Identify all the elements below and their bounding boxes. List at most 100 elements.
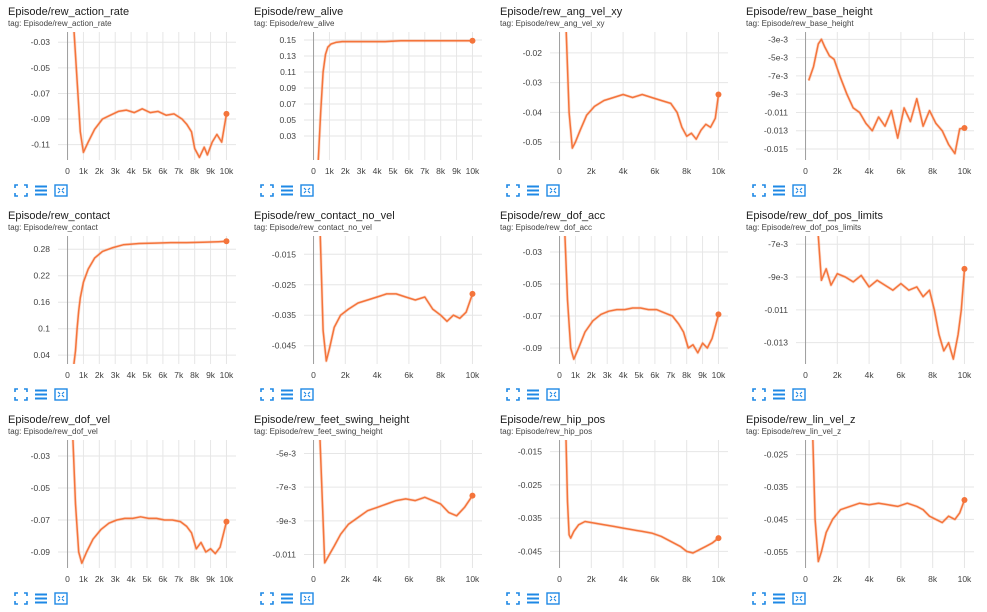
y-tick-label: -0.045 — [764, 514, 788, 524]
x-tick-label: 6k — [404, 370, 414, 380]
chart-plot[interactable]: -0.03 -0.05 -0.07 -0.09 0 1k 2k 3k 4k 5k 6k 7k 8k 9k 1… — [0, 436, 246, 592]
series-line — [812, 440, 966, 563]
chart-plot[interactable]: 0.28 0.22 0.16 0.1 0.04 0 1k 2k 3k 4k 5k 6k 7k 8k 9k 10… — [0, 232, 246, 388]
fullscreen-icon[interactable] — [752, 184, 766, 197]
fit-domain-icon[interactable] — [792, 184, 806, 197]
fullscreen-icon[interactable] — [260, 592, 274, 605]
x-tick-label: 1k — [325, 166, 335, 176]
series-line — [317, 40, 473, 160]
chart-plot[interactable]: -0.025 -0.035 -0.045 -0.055 0 2k 4k 6k 8k 10k — [738, 436, 984, 592]
fit-domain-icon[interactable] — [546, 184, 560, 197]
fullscreen-icon[interactable] — [506, 388, 520, 401]
list-icon[interactable] — [34, 592, 48, 605]
chart-plot[interactable]: -0.03 -0.05 -0.07 -0.09 -0.11 0 1k 2k 3k 4k 5k 6k 7k… — [0, 28, 246, 184]
chart-card: Episode/rew_dof_vel tag: Episode/rew_dof_… — [0, 408, 246, 612]
y-tick-label: -0.02 — [523, 48, 543, 58]
chart-plot[interactable]: -0.015 -0.025 -0.035 -0.045 0 2k 4k 6k 8k 10k — [492, 436, 738, 592]
fit-domain-icon[interactable] — [300, 592, 314, 605]
x-tick-label: 8k — [928, 370, 938, 380]
chart-tag: tag: Episode/rew_ang_vel_xy — [500, 19, 605, 28]
list-icon[interactable] — [772, 592, 786, 605]
chart-tag: tag: Episode/rew_feet_swing_height — [254, 427, 383, 436]
fullscreen-icon[interactable] — [14, 388, 28, 401]
chart-plot[interactable]: 0.15 0.13 0.11 0.09 0.07 0.05 0.03 0 1k 2k 3k 4k 5k 6… — [246, 28, 492, 184]
y-tick-label: 0.03 — [279, 131, 296, 141]
series-halo — [71, 440, 228, 565]
fullscreen-icon[interactable] — [506, 184, 520, 197]
y-tick-label: -0.015 — [272, 249, 296, 259]
y-tick-label: -0.015 — [518, 447, 542, 457]
fit-domain-icon[interactable] — [300, 184, 314, 197]
fullscreen-icon[interactable] — [14, 592, 28, 605]
list-icon[interactable] — [526, 388, 540, 401]
x-tick-label: 6k — [158, 370, 168, 380]
fullscreen-icon[interactable] — [506, 592, 520, 605]
fullscreen-icon[interactable] — [260, 388, 274, 401]
fit-domain-icon[interactable] — [54, 184, 68, 197]
chart-plot[interactable]: -0.03 -0.05 -0.07 -0.09 0 1k 2k 3k 4k 5k 6k 7k 8k 9k 1… — [492, 232, 738, 388]
chart-toolbar — [14, 184, 68, 198]
y-tick-label: -0.055 — [764, 547, 788, 557]
fit-domain-icon[interactable] — [546, 592, 560, 605]
list-icon[interactable] — [280, 184, 294, 197]
list-icon[interactable] — [34, 388, 48, 401]
list-icon[interactable] — [772, 184, 786, 197]
chart-plot[interactable]: -0.02 -0.03 -0.04 -0.05 0 2k 4k 6k 8k 10k — [492, 28, 738, 184]
x-tick-label: 2k — [833, 166, 843, 176]
list-icon[interactable] — [526, 592, 540, 605]
fit-domain-icon[interactable] — [54, 592, 68, 605]
chart-plot[interactable]: -5e-3 -7e-3 -9e-3 -0.011 0 2k 4k 6k 8k 10k — [246, 436, 492, 592]
list-icon[interactable] — [772, 388, 786, 401]
fit-domain-icon[interactable] — [792, 388, 806, 401]
fit-domain-icon[interactable] — [546, 388, 560, 401]
fit-domain-icon[interactable] — [792, 592, 806, 605]
fit-domain-icon[interactable] — [300, 388, 314, 401]
series-halo — [72, 32, 228, 159]
x-tick-label: 5k — [635, 370, 645, 380]
list-icon[interactable] — [34, 184, 48, 197]
x-tick-label: 3k — [111, 370, 121, 380]
x-tick-label: 2k — [95, 574, 105, 584]
chart-card: Episode/rew_contact_no_vel tag: Episode/r… — [246, 204, 492, 408]
x-tick-label: 0 — [803, 166, 808, 176]
fullscreen-icon[interactable] — [14, 184, 28, 197]
x-tick-label: 9k — [698, 370, 708, 380]
chart-plot[interactable]: -3e-3 -5e-3 -7e-3 -9e-3 -0.011 -0.013 -0.015 0 2… — [738, 28, 984, 184]
x-tick-label: 5k — [389, 166, 399, 176]
chart-title: Episode/rew_contact — [8, 210, 111, 222]
fullscreen-icon[interactable] — [260, 184, 274, 197]
x-tick-label: 3k — [357, 166, 367, 176]
chart-plot[interactable]: -7e-3 -9e-3 -0.011 -0.013 0 2k 4k 6k 8k 10k — [738, 232, 984, 388]
last-point-marker — [223, 110, 230, 117]
y-tick-label: -0.04 — [523, 107, 543, 117]
x-tick-label: 8k — [436, 166, 446, 176]
x-tick-label: 3k — [111, 574, 121, 584]
y-tick-label: -0.025 — [272, 280, 296, 290]
y-tick-label: -0.09 — [523, 343, 543, 353]
fullscreen-icon[interactable] — [752, 388, 766, 401]
y-tick-label: -0.07 — [31, 88, 51, 98]
x-tick-label: 4k — [373, 574, 383, 584]
chart-title: Episode/rew_dof_vel — [8, 414, 111, 426]
y-tick-label: -0.03 — [523, 78, 543, 88]
chart-toolbar — [14, 388, 68, 402]
x-tick-label: 8k — [928, 574, 938, 584]
chart-title: Episode/rew_dof_pos_limits — [746, 210, 883, 222]
list-icon[interactable] — [526, 184, 540, 197]
y-tick-label: -0.07 — [31, 515, 51, 525]
chart-card: Episode/rew_lin_vel_z tag: Episode/rew_li… — [738, 408, 984, 612]
y-tick-label: -0.011 — [765, 305, 789, 315]
x-tick-label: 6k — [896, 574, 906, 584]
fit-domain-icon[interactable] — [54, 388, 68, 401]
list-icon[interactable] — [280, 388, 294, 401]
x-tick-label: 6k — [650, 370, 660, 380]
fullscreen-icon[interactable] — [752, 592, 766, 605]
chart-toolbar — [752, 184, 806, 198]
x-tick-label: 10k — [466, 574, 480, 584]
y-tick-label: -0.05 — [523, 279, 543, 289]
y-tick-label: 0.22 — [33, 271, 50, 281]
list-icon[interactable] — [280, 592, 294, 605]
series-line — [565, 32, 720, 149]
chart-plot[interactable]: -0.015 -0.025 -0.035 -0.045 0 2k 4k 6k 8k 10k — [246, 232, 492, 388]
last-point-marker — [469, 290, 476, 297]
